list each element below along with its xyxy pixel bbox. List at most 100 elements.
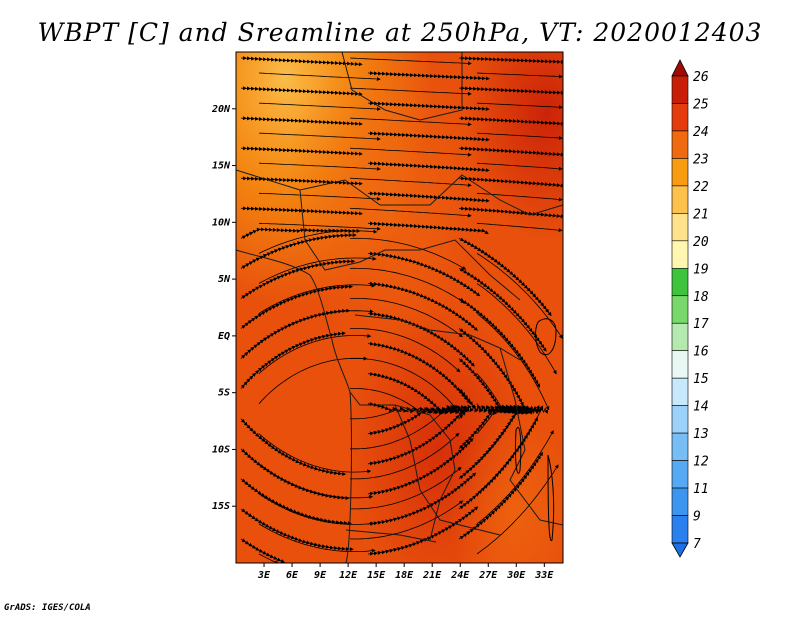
lat-tick-label: EQ: [218, 331, 230, 342]
streamline: [349, 177, 472, 188]
streamline: [367, 191, 490, 203]
country-borders: [236, 52, 563, 563]
colorbar-label: 26: [693, 70, 709, 85]
colorbar-segment: [671, 322, 689, 352]
colorbar-label: 13: [693, 427, 709, 442]
colorbar-segment: [671, 432, 689, 461]
streamline: [458, 176, 563, 188]
wbpt-field: [236, 52, 563, 563]
streamline: [240, 86, 363, 96]
colorbar-segment: [671, 213, 689, 242]
latitude-axis: 20N 15N 10N 5N EQ 5S 10S 15S: [211, 104, 236, 512]
colorbar-segment: [671, 377, 689, 406]
chart-title: WBPT [C] and Sreamline at 250hPa, VT: 20…: [37, 18, 763, 47]
colorbar-label: 12: [693, 455, 709, 470]
colorbar-label: 15: [693, 372, 709, 387]
streamline: [476, 72, 563, 79]
streamline: [240, 508, 354, 552]
colorbar-bottom-triangle: [671, 542, 689, 558]
streamline: [476, 464, 559, 555]
colorbar-label: 23: [693, 152, 709, 167]
streamline: [258, 132, 381, 141]
streamline: [258, 523, 376, 553]
lon-tick-label: 18E: [395, 570, 414, 581]
lat-tick-label: 5S: [218, 388, 230, 399]
streamline: [258, 162, 381, 171]
streamline: [258, 72, 381, 81]
streamline: [458, 86, 563, 95]
colorbar-segment: [671, 460, 689, 489]
streamline: [476, 132, 563, 140]
streamline: [258, 356, 368, 404]
colorbar-label: 18: [693, 290, 709, 305]
streamline: [476, 222, 563, 233]
colorbar-segment: [671, 487, 689, 516]
lon-tick-label: 3E: [257, 570, 271, 581]
streamline: [367, 161, 490, 173]
streamline: [258, 553, 279, 563]
lakes: [515, 318, 557, 542]
colorbar-label: 20: [693, 235, 709, 250]
colorbar-segment: [671, 75, 689, 104]
colorbar-label: 25: [693, 97, 709, 112]
colorbar-label: 21: [693, 207, 709, 222]
colorbar-segment: [671, 405, 689, 434]
lon-tick-label: 9E: [314, 570, 327, 581]
colorbar-segment: [671, 267, 689, 297]
lon-tick-label: 15E: [367, 570, 386, 581]
streamline: [476, 162, 563, 171]
lat-tick-label: 10N: [212, 217, 231, 228]
streamline: [349, 57, 472, 66]
streamline: [458, 146, 563, 157]
streamline: [367, 101, 490, 111]
colorbar-label: 17: [693, 317, 709, 332]
lon-tick-label: 30E: [506, 570, 526, 581]
streamline: [258, 192, 381, 201]
colorbar-segment: [671, 103, 689, 132]
lon-tick-label: 27E: [478, 570, 498, 581]
streamline: [367, 131, 490, 142]
streamline: [240, 538, 285, 563]
colorbar-segment: [671, 130, 689, 159]
streamline: [258, 102, 381, 111]
lon-tick-label: 12E: [339, 570, 358, 581]
map-frame: [235, 51, 564, 564]
streamline: [349, 117, 472, 127]
colorbar-segment: [671, 350, 689, 379]
colorbar-segment: [671, 515, 689, 544]
lon-tick-label: 21E: [422, 570, 442, 581]
streamline: [349, 147, 472, 157]
streamlines: [240, 56, 563, 563]
lat-tick-label: 15S: [212, 501, 230, 512]
streamline: [240, 176, 363, 186]
colorbar: 26 25 24 23 22 21 20 19 18 17 16 15 14 13 12 11 9 7: [671, 59, 709, 558]
streamline: [240, 116, 363, 126]
streamline: [458, 206, 563, 219]
streamline: [349, 87, 472, 96]
grads-credit: GrADS: IGES/COLA: [4, 603, 91, 613]
colorbar-label: 7: [693, 537, 701, 552]
colorbar-label: 22: [693, 180, 709, 195]
colorbar-segment: [671, 295, 689, 324]
lat-tick-label: 20N: [211, 104, 231, 115]
streamline: [349, 207, 472, 218]
streamline: [367, 221, 489, 235]
streamline: [367, 71, 490, 81]
lon-tick-label: 24E: [450, 570, 470, 581]
colorbar-label: 9: [693, 510, 701, 525]
lon-tick-label: 33E: [534, 570, 554, 581]
streamline: [240, 146, 363, 156]
streamline: [240, 206, 363, 216]
lat-tick-label: 15N: [212, 161, 231, 172]
colorbar-label: 16: [693, 345, 709, 360]
colorbar-label: 24: [693, 125, 709, 140]
colorbar-label: 14: [693, 400, 709, 415]
lat-tick-label: 10S: [212, 444, 230, 455]
colorbar-segment: [671, 158, 689, 187]
streamline: [458, 116, 563, 126]
lat-tick-label: 5N: [218, 274, 231, 285]
streamline: [240, 331, 346, 389]
colorbar-segment: [671, 185, 689, 214]
colorbar-label: 19: [693, 262, 709, 277]
